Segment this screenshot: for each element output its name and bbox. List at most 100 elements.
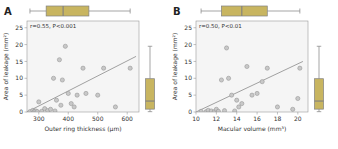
x-axis-label: Outer ring thickness (μm) <box>44 125 121 133</box>
y-tick <box>25 78 28 79</box>
box-cap <box>201 9 202 14</box>
box-whisker <box>267 11 300 12</box>
scatter-point <box>102 66 106 70</box>
scatter-point <box>48 107 52 111</box>
scatter-point <box>260 80 264 84</box>
panel: 1012141618200510152025BArea of leakage (… <box>171 6 324 132</box>
scatter-point <box>53 109 57 112</box>
scatter-point <box>296 96 300 100</box>
y-tick-label: 0 <box>188 108 192 115</box>
boxplot <box>201 6 300 16</box>
scatter-point <box>226 76 230 80</box>
y-tick <box>25 61 28 62</box>
box-whisker <box>201 11 221 12</box>
box-cap <box>29 9 30 14</box>
y-tick-label: 5 <box>19 91 23 98</box>
scatter-point <box>224 46 228 50</box>
scatter-point <box>230 93 234 97</box>
box-cap <box>148 46 153 47</box>
box-cap <box>317 46 322 47</box>
x-tick-label: 18 <box>274 115 282 122</box>
x-tick-label: 20 <box>294 115 302 122</box>
box-cap <box>148 111 153 112</box>
box-median <box>63 6 64 16</box>
scatter-point <box>60 78 64 82</box>
x-tick-label: 10 <box>192 115 200 122</box>
scatter-point <box>222 109 226 112</box>
box-median <box>146 100 155 101</box>
boxplot <box>30 6 130 16</box>
box-whisker <box>319 109 320 112</box>
y-tick-label: 5 <box>188 91 192 98</box>
scatter-point <box>250 93 254 97</box>
scatter-point <box>81 66 85 70</box>
box-whisker <box>89 11 130 12</box>
scatter-point <box>255 91 259 95</box>
chart-root: 3004005006000510152025AArea of leakage (… <box>0 0 338 149</box>
scatter-point <box>84 91 88 95</box>
y-tick-label: 0 <box>19 108 23 115</box>
y-tick <box>194 27 197 28</box>
box-body <box>221 6 267 16</box>
boxplot <box>315 46 324 111</box>
y-axis-label: Area of leakage (mm²) <box>171 33 179 101</box>
box-median <box>241 6 242 16</box>
y-tick <box>25 44 28 45</box>
scatter-point <box>235 98 239 102</box>
scatter-point <box>265 66 269 70</box>
x-tick-label: 16 <box>253 115 261 122</box>
scatter-point <box>72 105 76 109</box>
annotation: r=0.55, P<0.001 <box>30 23 76 29</box>
x-tick-label: 400 <box>63 115 75 122</box>
y-tick <box>194 78 197 79</box>
box-cap <box>317 111 322 112</box>
scatter-point <box>275 105 279 109</box>
scatter-point <box>240 101 244 105</box>
y-tick-label: 20 <box>15 41 23 48</box>
scatter-point <box>69 101 73 105</box>
plot-frame <box>27 21 139 112</box>
y-tick <box>25 27 28 28</box>
box-whisker <box>319 46 320 78</box>
y-tick <box>194 61 197 62</box>
panel-label: A <box>4 6 12 17</box>
scatter-point <box>113 105 117 109</box>
boxplot <box>146 46 155 111</box>
y-tick <box>194 95 197 96</box>
scatter-point <box>216 109 220 112</box>
box-median <box>315 100 324 101</box>
y-tick-label: 25 <box>15 24 23 31</box>
box-body <box>146 79 155 109</box>
plot-background <box>27 21 139 112</box>
scatter-point <box>96 93 100 97</box>
panel: 3004005006000510152025AArea of leakage (… <box>2 6 155 133</box>
scatter-point <box>37 100 41 104</box>
box-body <box>46 6 89 16</box>
plot-background <box>196 21 308 112</box>
scatter-point <box>35 110 39 112</box>
box-cap <box>299 9 300 14</box>
y-tick-label: 10 <box>15 74 23 81</box>
y-axis-label: Area of leakage (mm²) <box>2 33 10 101</box>
scatter-point <box>128 66 132 70</box>
x-tick-label: 300 <box>33 115 45 122</box>
panel-label: B <box>173 6 181 17</box>
scatter-point <box>199 109 203 112</box>
annotation: r=0.50, P<0.01 <box>199 23 242 29</box>
scatter-point <box>59 103 63 107</box>
box-body <box>315 79 324 109</box>
y-tick <box>194 112 197 113</box>
scatter-point <box>75 93 79 97</box>
scatter-point <box>63 44 67 48</box>
box-whisker <box>150 46 151 78</box>
x-tick-label: 500 <box>92 115 104 122</box>
box-cap <box>130 9 131 14</box>
scatter-point <box>237 105 241 109</box>
scatter-point <box>245 64 249 68</box>
y-tick <box>194 44 197 45</box>
plot-frame <box>196 21 308 112</box>
data-group <box>27 44 136 112</box>
y-tick-label: 20 <box>184 41 192 48</box>
data-group <box>196 46 303 112</box>
box-whisker <box>30 11 46 12</box>
